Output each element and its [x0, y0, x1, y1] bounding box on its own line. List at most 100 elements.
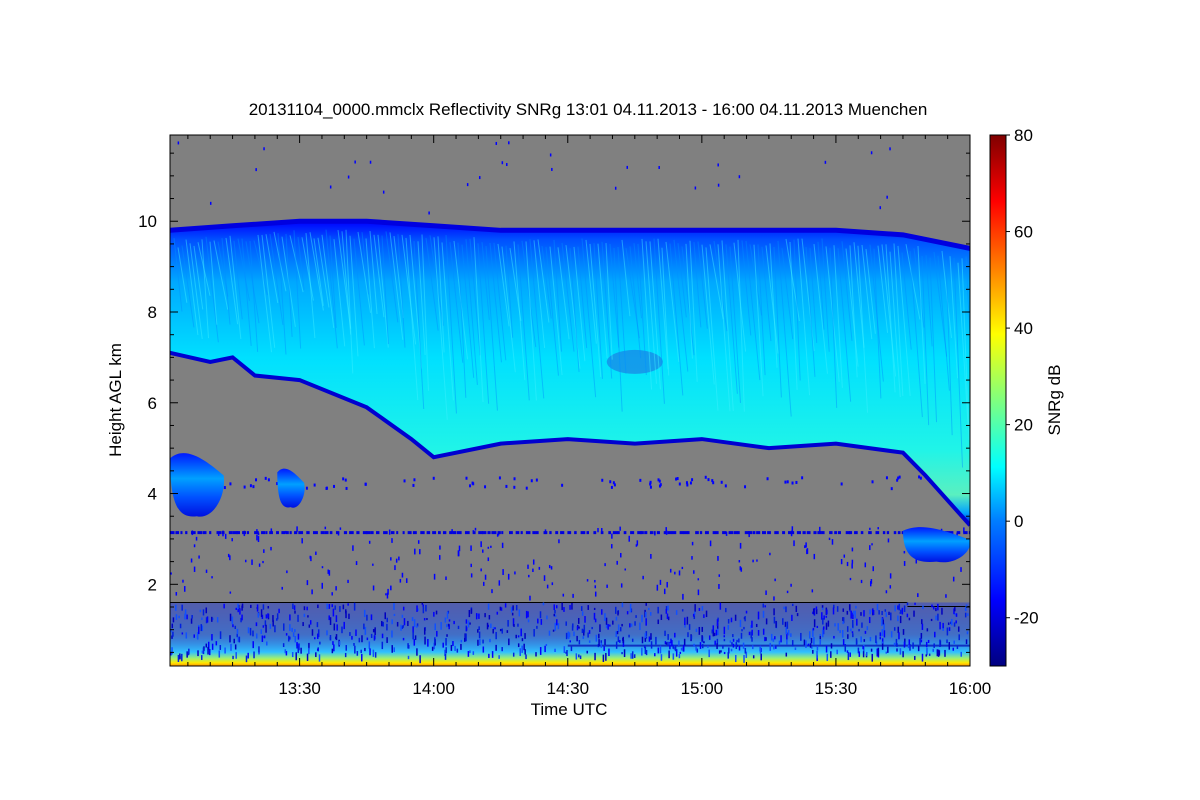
fallstreak	[777, 240, 792, 417]
noise-dot	[863, 639, 866, 642]
noise-dot	[527, 611, 529, 618]
noise-dot	[467, 651, 470, 657]
noise-dot	[762, 610, 765, 618]
fallstreak	[677, 243, 687, 318]
noise-dot	[822, 618, 824, 625]
noise-dot	[692, 613, 695, 617]
noise-dot	[326, 603, 328, 610]
noise-dot	[586, 650, 588, 654]
noise-dot	[391, 538, 393, 543]
noise-dot	[352, 545, 354, 551]
noise-dot	[335, 634, 338, 641]
noise-dot	[717, 183, 720, 187]
noise-dot	[478, 626, 480, 631]
noise-dot	[645, 611, 647, 618]
clutter-dot	[644, 531, 648, 535]
clutter-dot	[285, 531, 289, 535]
noise-dot	[198, 555, 200, 559]
noise-dot	[171, 647, 173, 655]
noise-dot	[716, 643, 718, 650]
noise-dot	[718, 574, 721, 577]
fallstreak	[725, 244, 738, 394]
noise-dot	[630, 623, 633, 627]
noise-dot	[428, 211, 430, 215]
fallstreak	[681, 246, 695, 356]
clutter-dot	[366, 531, 371, 535]
noise-dot	[382, 621, 384, 627]
noise-dot	[400, 624, 402, 631]
clutter-dot	[356, 531, 360, 535]
noise-dot	[327, 569, 329, 574]
noise-dot	[258, 651, 260, 655]
noise-dot	[713, 632, 716, 637]
noise-dot	[374, 652, 377, 658]
noise-dot	[390, 557, 392, 561]
noise-dot	[896, 648, 898, 652]
clutter-dot	[281, 531, 286, 535]
noise-dot	[740, 632, 743, 639]
noise-dot	[965, 639, 968, 645]
noise-dot	[236, 633, 238, 638]
noise-dot	[456, 648, 459, 653]
noise-dot	[422, 604, 424, 607]
fallstreak	[865, 249, 876, 334]
noise-dot	[861, 622, 863, 628]
noise-dot	[678, 482, 681, 486]
clutter-dot	[376, 531, 380, 535]
fallstreak	[697, 241, 708, 329]
noise-dot	[616, 560, 618, 565]
noise-dot	[666, 613, 669, 619]
fallstreak	[245, 241, 260, 324]
noise-dot	[439, 545, 441, 550]
noise-dot	[748, 631, 751, 636]
noise-dot	[698, 607, 701, 611]
noise-dot	[205, 643, 208, 648]
fallstreak	[205, 236, 219, 343]
clutter-dot	[383, 531, 388, 535]
fallstreak	[313, 238, 324, 306]
noise-dot	[361, 635, 363, 643]
noise-dot	[885, 590, 888, 594]
noise-dot	[707, 645, 709, 648]
x-tick-label: 15:30	[815, 679, 858, 698]
fallstreak	[181, 245, 195, 328]
main-cloud-layer	[170, 218, 970, 527]
noise-dot	[751, 620, 753, 628]
noise-dot	[852, 633, 854, 638]
noise-dot	[183, 586, 186, 592]
noise-dot	[664, 630, 666, 636]
fallstreak	[425, 237, 439, 331]
clutter-dot	[349, 531, 354, 535]
noise-dot	[674, 645, 677, 652]
noise-dot	[743, 626, 745, 630]
noise-dot	[207, 641, 210, 650]
fallstreak	[705, 247, 719, 411]
noise-dot	[351, 635, 353, 640]
fallstreak	[525, 241, 537, 401]
noise-dot	[417, 608, 419, 612]
noise-dot	[832, 607, 835, 615]
noise-dot	[711, 629, 714, 634]
noise-dot	[847, 652, 850, 661]
noise-dot	[691, 556, 693, 560]
noise-dot	[311, 629, 314, 636]
noise-dot	[201, 650, 204, 654]
clutter-dot	[175, 531, 180, 535]
noise-dot	[229, 591, 232, 594]
noise-dot	[836, 649, 838, 655]
noise-dot	[715, 629, 718, 636]
noise-dot	[306, 653, 309, 662]
noise-dot	[615, 606, 617, 614]
noise-dot	[465, 476, 468, 480]
noise-dot	[513, 624, 515, 627]
noise-dot	[483, 581, 485, 586]
noise-dot	[170, 628, 172, 633]
noise-dot	[302, 622, 304, 627]
fallstreak	[753, 244, 764, 397]
clutter-dot	[298, 531, 304, 535]
noise-dot	[498, 580, 501, 586]
noise-dot	[770, 633, 773, 641]
noise-dot	[402, 625, 404, 628]
noise-dot	[521, 645, 523, 653]
noise-dot	[752, 645, 754, 650]
